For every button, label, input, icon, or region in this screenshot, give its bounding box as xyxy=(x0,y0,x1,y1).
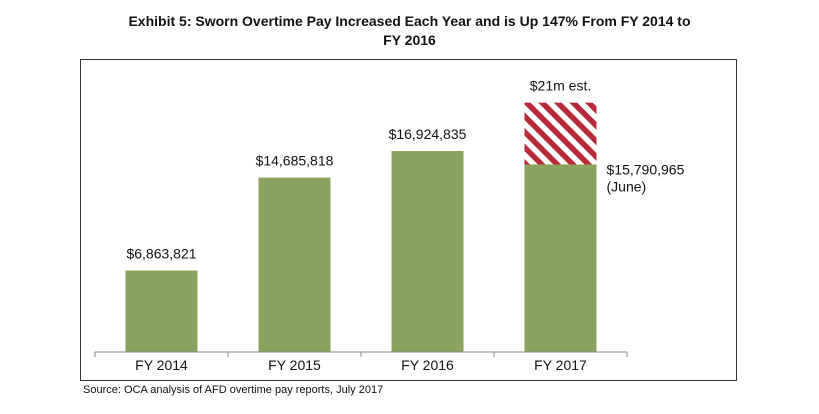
estimate-label-fy-2017: $21m est. xyxy=(530,78,591,94)
data-note-fy-2017: (June) xyxy=(607,178,647,194)
data-label-fy-2014: $6,863,821 xyxy=(126,245,196,261)
x-tick-label-fy-2015: FY 2015 xyxy=(268,357,321,373)
x-tick-label-fy-2014: FY 2014 xyxy=(135,357,188,373)
x-tick-label-fy-2016: FY 2016 xyxy=(401,357,454,373)
data-label-fy-2015: $14,685,818 xyxy=(256,153,334,169)
chart-title-line-2: FY 2016 xyxy=(383,32,436,48)
bar-fy-2017 xyxy=(524,164,597,352)
x-tick-label-fy-2017: FY 2017 xyxy=(534,357,587,373)
chart-title-line-1: Exhibit 5: Sworn Overtime Pay Increased … xyxy=(128,13,691,29)
data-label-fy-2017: $15,790,965 xyxy=(607,161,685,177)
bar-fy-2016 xyxy=(391,151,464,352)
source-note: Source: OCA analysis of AFD overtime pay… xyxy=(83,384,384,396)
bar-fy-2014 xyxy=(125,270,198,352)
data-label-fy-2016: $16,924,835 xyxy=(389,126,467,142)
chart-frame xyxy=(80,59,737,381)
chart-title: Exhibit 5: Sworn Overtime Pay Increased … xyxy=(40,12,779,50)
bar-estimate-fy-2017 xyxy=(524,102,597,165)
bar-fy-2015 xyxy=(258,177,331,352)
